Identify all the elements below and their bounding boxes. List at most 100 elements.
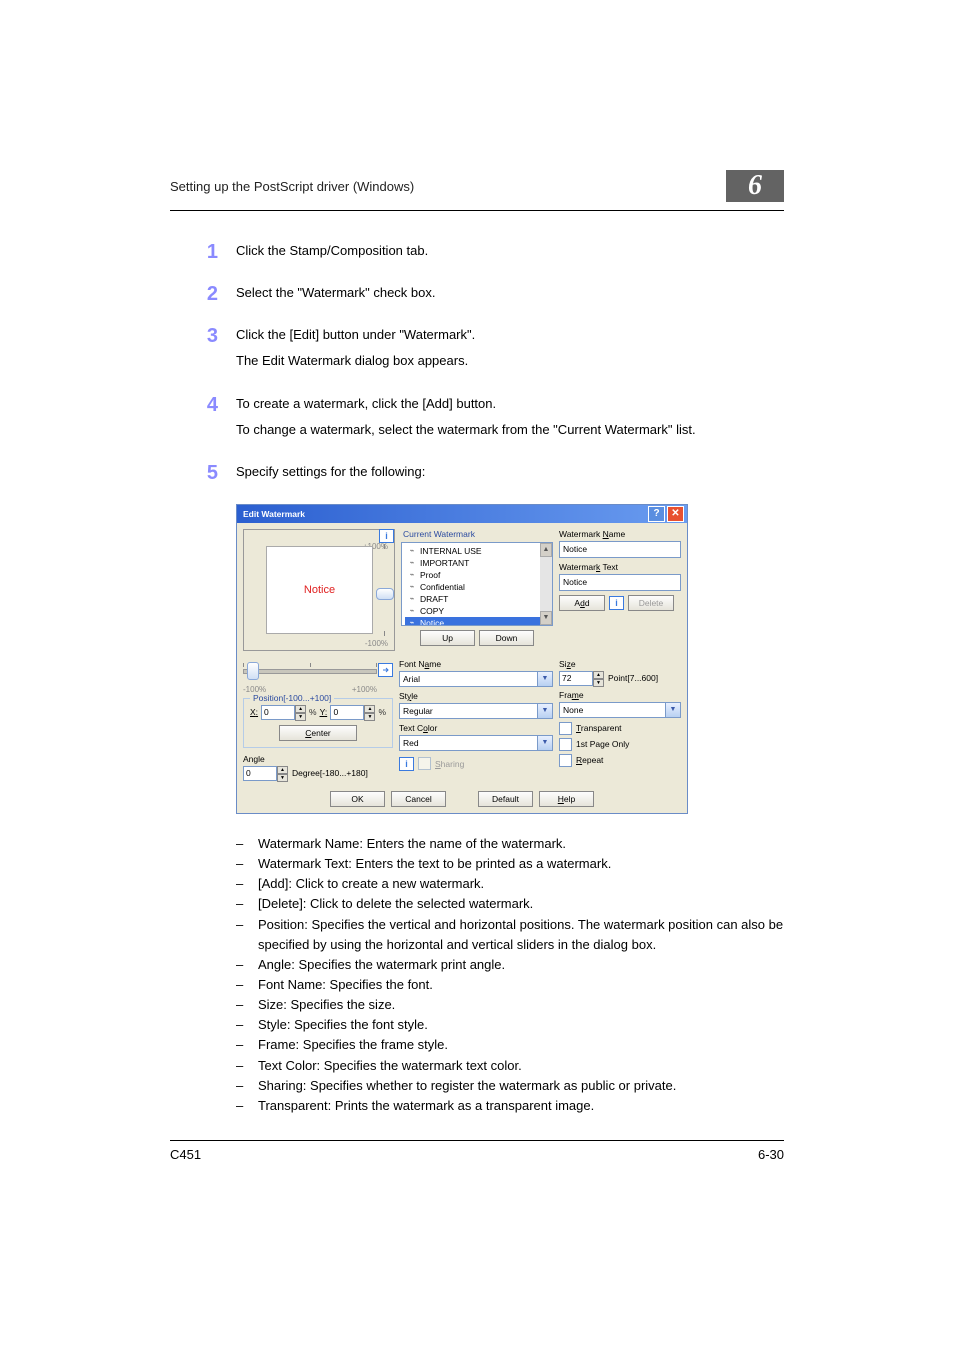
watermark-name-value: Notice [563, 544, 587, 554]
font-name-value: Arial [399, 671, 538, 687]
watermark-item-icon: ⌁ [407, 618, 417, 626]
desc-item: –Position: Specifies the vertical and ho… [236, 915, 784, 955]
info-icon[interactable]: i [609, 596, 624, 610]
spin-up-icon[interactable]: ▲ [593, 671, 604, 679]
scroll-down-icon[interactable]: ▼ [540, 611, 552, 625]
chevron-down-icon[interactable]: ▼ [666, 702, 681, 718]
angle-row: ▲▼ Degree[-180...+180] [243, 766, 393, 781]
chevron-down-icon[interactable]: ▼ [538, 671, 553, 687]
h-knob[interactable] [247, 662, 259, 680]
chevron-down-icon[interactable]: ▼ [538, 703, 553, 719]
angle-spinner[interactable]: ▲▼ [243, 766, 288, 781]
center-button[interactable]: Center [279, 725, 357, 741]
spin-down-icon[interactable]: ▼ [593, 679, 604, 687]
watermark-text-input[interactable]: Notice [559, 574, 681, 591]
first-page-checkbox[interactable] [559, 738, 572, 751]
list-item[interactable]: ⌁Confidential [405, 581, 540, 593]
desc-item: –Frame: Specifies the frame style. [236, 1035, 784, 1055]
dialog-body: i +100% Notice -100% Current Watermark [237, 523, 687, 813]
watermark-text-label: Watermark Text [559, 562, 681, 572]
bullet-dash: – [236, 1056, 258, 1076]
spin-up-icon[interactable]: ▲ [295, 705, 306, 713]
list-item-label: INTERNAL USE [420, 546, 482, 556]
font-name-combo[interactable]: Arial ▼ [399, 671, 553, 687]
page: Setting up the PostScript driver (Window… [0, 0, 954, 1222]
h-ticks [243, 663, 377, 667]
text-color-combo[interactable]: Red ▼ [399, 735, 553, 751]
name-text-column: Watermark Name Notice Watermark Text Not… [559, 529, 681, 651]
bullet-dash: – [236, 1076, 258, 1096]
list-item[interactable]: ⌁IMPORTANT [405, 557, 540, 569]
edit-watermark-dialog: Edit Watermark ? ✕ i +100% Notice [236, 504, 688, 814]
step-line: To change a watermark, select the waterm… [236, 420, 784, 440]
bullet-dash: – [236, 874, 258, 894]
listbox-scrollbar[interactable]: ▲ ▼ [540, 543, 552, 625]
down-button[interactable]: Down [479, 630, 534, 646]
size-spinner[interactable]: ▲▼ [559, 671, 604, 686]
info-icon[interactable]: i [379, 529, 394, 543]
header-rule [170, 210, 784, 211]
add-button[interactable]: Add [559, 595, 605, 611]
repeat-label: Repeat [576, 755, 603, 765]
size-frame-column: Size ▲▼ Point[7...600] Frame None ▼ [559, 659, 681, 781]
size-input[interactable] [559, 671, 593, 686]
list-item[interactable]: ⌁DRAFT [405, 593, 540, 605]
vertical-slider-knob[interactable] [376, 588, 394, 600]
cancel-button[interactable]: Cancel [391, 791, 446, 807]
dialog-titlebar[interactable]: Edit Watermark ? ✕ [237, 505, 687, 523]
help-icon[interactable]: ? [648, 506, 665, 522]
desc-item: –Size: Specifies the size. [236, 995, 784, 1015]
desc-text: Position: Specifies the vertical and hor… [258, 915, 784, 955]
list-item-label: COPY [420, 606, 444, 616]
desc-text: [Delete]: Click to delete the selected w… [258, 894, 784, 914]
repeat-checkbox[interactable] [559, 754, 572, 767]
footer-right: 6-30 [758, 1147, 784, 1162]
list-item[interactable]: ⌁INTERNAL USE [405, 545, 540, 557]
y-input[interactable] [330, 705, 364, 720]
transparent-checkbox[interactable] [559, 722, 572, 735]
horizontal-slider[interactable] [243, 659, 393, 681]
scroll-up-icon[interactable]: ▲ [540, 543, 552, 557]
watermark-name-label: Watermark Name [559, 529, 681, 539]
arrow-right-icon[interactable] [378, 663, 393, 677]
info-icon[interactable]: i [399, 757, 414, 771]
watermark-item-icon: ⌁ [407, 606, 417, 616]
default-button[interactable]: Default [478, 791, 533, 807]
style-combo[interactable]: Regular ▼ [399, 703, 553, 719]
frame-combo[interactable]: None ▼ [559, 702, 681, 718]
chevron-down-icon[interactable]: ▼ [538, 735, 553, 751]
step: 2Select the "Watermark" check box. [170, 283, 784, 309]
delete-button[interactable]: Delete [628, 595, 674, 611]
spin-down-icon[interactable]: ▼ [364, 713, 375, 721]
angle-input[interactable] [243, 766, 277, 781]
list-item[interactable]: ⌁Notice [405, 617, 540, 626]
step-number: 5 [170, 462, 236, 488]
spin-up-icon[interactable]: ▲ [277, 766, 288, 774]
help-button[interactable]: Help [539, 791, 594, 807]
repeat-row[interactable]: Repeat [559, 754, 681, 767]
list-item-label: DRAFT [420, 594, 448, 604]
y-spinner[interactable]: ▲▼ [330, 705, 375, 720]
x-input[interactable] [261, 705, 295, 720]
spin-down-icon[interactable]: ▼ [295, 713, 306, 721]
bullet-dash: – [236, 1035, 258, 1055]
first-page-row[interactable]: 1st Page Only [559, 738, 681, 751]
spin-down-icon[interactable]: ▼ [277, 774, 288, 782]
transparent-row[interactable]: Transparent [559, 722, 681, 735]
watermark-name-input[interactable]: Notice [559, 541, 681, 558]
h-track [243, 669, 377, 674]
text-color-label: Text Color [399, 723, 553, 733]
x-spinner[interactable]: ▲▼ [261, 705, 306, 720]
list-item[interactable]: ⌁COPY [405, 605, 540, 617]
close-icon[interactable]: ✕ [667, 506, 684, 522]
spin-up-icon[interactable]: ▲ [364, 705, 375, 713]
list-item[interactable]: ⌁Proof [405, 569, 540, 581]
up-button[interactable]: Up [420, 630, 475, 646]
ok-button[interactable]: OK [330, 791, 385, 807]
step-line: Select the "Watermark" check box. [236, 283, 784, 303]
y-label: Y: [320, 707, 328, 717]
step-body: Click the Stamp/Composition tab. [236, 241, 784, 267]
listbox-inner: ⌁INTERNAL USE⌁IMPORTANT⌁Proof⌁Confidenti… [402, 543, 552, 626]
watermark-item-icon: ⌁ [407, 582, 417, 592]
watermark-listbox[interactable]: ⌁INTERNAL USE⌁IMPORTANT⌁Proof⌁Confidenti… [401, 542, 553, 626]
